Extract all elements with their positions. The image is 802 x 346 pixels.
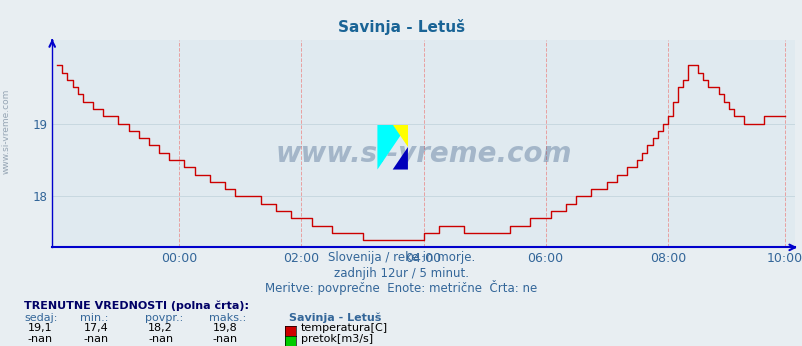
Text: TRENUTNE VREDNOSTI (polna črta):: TRENUTNE VREDNOSTI (polna črta):: [24, 300, 249, 311]
Text: www.si-vreme.com: www.si-vreme.com: [275, 140, 571, 168]
Text: Savinja - Letuš: Savinja - Letuš: [289, 312, 381, 323]
Text: -nan: -nan: [148, 334, 173, 344]
Text: -nan: -nan: [212, 334, 237, 344]
Text: temperatura[C]: temperatura[C]: [301, 324, 387, 334]
Text: povpr.:: povpr.:: [144, 313, 183, 323]
Text: pretok[m3/s]: pretok[m3/s]: [301, 334, 373, 344]
Text: -nan: -nan: [83, 334, 109, 344]
Text: Slovenija / reke in morje.: Slovenija / reke in morje.: [327, 251, 475, 264]
Text: 19,8: 19,8: [213, 324, 237, 334]
Text: 19,1: 19,1: [28, 324, 52, 334]
Text: zadnjih 12ur / 5 minut.: zadnjih 12ur / 5 minut.: [334, 267, 468, 280]
Text: maks.:: maks.:: [209, 313, 245, 323]
Polygon shape: [392, 147, 407, 170]
Text: 17,4: 17,4: [84, 324, 108, 334]
Text: www.si-vreme.com: www.si-vreme.com: [2, 89, 11, 174]
Polygon shape: [377, 125, 407, 170]
Text: -nan: -nan: [27, 334, 53, 344]
Text: min.:: min.:: [80, 313, 108, 323]
Polygon shape: [392, 125, 407, 147]
Text: Meritve: povprečne  Enote: metrične  Črta: ne: Meritve: povprečne Enote: metrične Črta:…: [265, 280, 537, 295]
Text: Savinja - Letuš: Savinja - Letuš: [338, 19, 464, 35]
Text: sedaj:: sedaj:: [24, 313, 58, 323]
Text: 18,2: 18,2: [148, 324, 172, 334]
